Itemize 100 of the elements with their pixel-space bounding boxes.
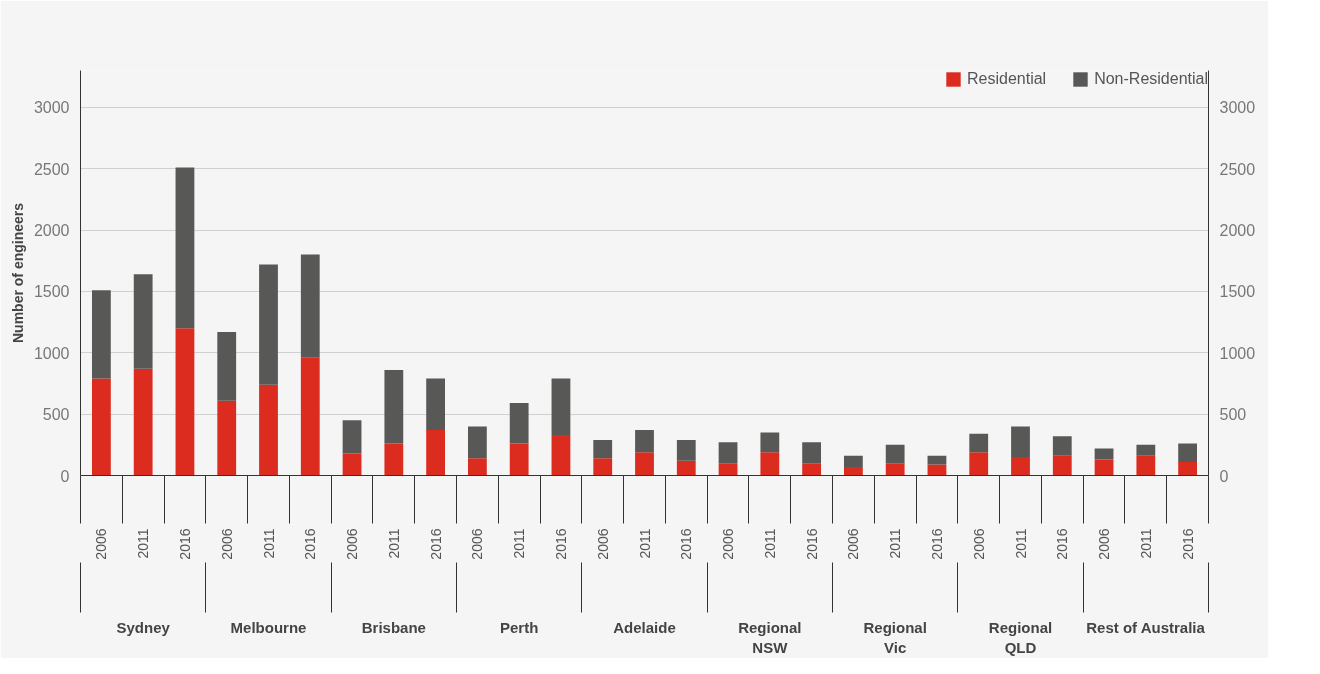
bar xyxy=(217,331,237,401)
y-tick-label: 3000 xyxy=(33,99,70,117)
bar xyxy=(91,378,111,476)
y2-tick-label: 1000 xyxy=(1219,344,1256,362)
bar xyxy=(133,274,153,369)
bar xyxy=(384,369,404,444)
bar xyxy=(1094,459,1114,476)
x-tick-label: 2006 xyxy=(594,528,611,560)
x-tick-label: 2016 xyxy=(552,528,569,560)
x-tick-label: 2011 xyxy=(260,528,277,559)
bar xyxy=(91,290,111,379)
bar xyxy=(342,420,362,454)
bar xyxy=(1094,448,1114,460)
bar xyxy=(635,452,654,476)
bar xyxy=(467,458,487,476)
x-tick-label: 2011 xyxy=(1137,528,1154,559)
y-tick-label: 1000 xyxy=(33,344,70,362)
x-tick-label: 2006 xyxy=(1096,528,1113,560)
bar xyxy=(802,463,822,476)
bar xyxy=(509,443,529,476)
bar xyxy=(593,439,613,459)
x-tick-label: 2011 xyxy=(511,528,528,559)
x-tick-label: 2006 xyxy=(720,528,737,560)
bar xyxy=(384,443,404,476)
bar xyxy=(969,452,989,476)
x-tick-label: 2006 xyxy=(218,528,235,560)
bar xyxy=(718,463,738,476)
bar xyxy=(509,403,529,444)
bar xyxy=(843,466,863,476)
bar xyxy=(467,426,487,459)
bar xyxy=(927,464,947,476)
bar xyxy=(300,254,320,358)
y-axis-title: Number of engineers xyxy=(9,202,26,344)
y2-tick-label: 0 xyxy=(1219,467,1229,485)
y-tick-label: 1500 xyxy=(33,283,70,301)
y2-tick-label: 1500 xyxy=(1219,283,1256,301)
bar xyxy=(885,463,905,476)
bar xyxy=(1011,457,1030,476)
bar xyxy=(885,444,905,464)
y-tick-label: 2000 xyxy=(33,222,70,240)
bar xyxy=(718,442,738,464)
bar xyxy=(676,460,696,476)
bar xyxy=(1052,436,1072,456)
x-tick-label: 2011 xyxy=(636,528,653,559)
text: Regional QLD xyxy=(988,618,1053,656)
y-tick-label: 500 xyxy=(42,406,70,424)
text: Regional NSW xyxy=(738,618,802,656)
text: Sydney xyxy=(116,618,171,636)
bar xyxy=(1136,455,1156,476)
text: Rest of Australia xyxy=(1086,618,1206,636)
bar xyxy=(969,433,989,453)
bar xyxy=(551,435,571,476)
x-tick-label: 2011 xyxy=(385,528,402,559)
x-tick-label: 2016 xyxy=(302,528,319,560)
x-tick-label: 2016 xyxy=(678,528,695,560)
text: Perth xyxy=(500,618,539,636)
y2-tick-label: 2500 xyxy=(1219,160,1256,178)
bar xyxy=(259,384,278,476)
bar xyxy=(760,432,780,453)
bar xyxy=(1052,455,1072,476)
x-tick-label: 2011 xyxy=(761,528,778,559)
bar xyxy=(259,264,278,385)
bar xyxy=(1178,462,1198,476)
bar xyxy=(1011,426,1030,458)
text: Regional Vic xyxy=(863,618,927,656)
bar xyxy=(593,458,613,476)
bar xyxy=(635,430,654,453)
bar xyxy=(133,368,153,476)
bar xyxy=(843,455,863,467)
text: Brisbane xyxy=(361,618,426,636)
x-tick-label: 2006 xyxy=(845,528,862,560)
bar xyxy=(426,378,446,431)
x-tick-label: 2016 xyxy=(803,528,820,560)
bar xyxy=(300,357,320,476)
bar xyxy=(1136,444,1156,456)
x-tick-label: 2016 xyxy=(1054,528,1071,560)
y2-tick-label: 500 xyxy=(1219,406,1247,424)
bar xyxy=(175,167,195,329)
legend-label: Non-Residential xyxy=(1094,70,1208,88)
x-tick-label: 2016 xyxy=(176,528,193,560)
x-tick-label: 2016 xyxy=(427,528,444,560)
y2-tick-label: 3000 xyxy=(1219,99,1256,117)
bar xyxy=(760,452,780,476)
x-tick-label: 2006 xyxy=(344,528,361,560)
bar xyxy=(802,442,822,464)
bar xyxy=(217,400,237,476)
legend-label: Residential xyxy=(967,70,1047,88)
x-tick-label: 2006 xyxy=(469,528,486,560)
y-tick-label: 2500 xyxy=(33,160,70,178)
text: Adelaide xyxy=(613,618,676,636)
bar xyxy=(551,378,571,435)
bar xyxy=(175,328,195,476)
x-tick-label: 2016 xyxy=(1179,528,1196,560)
bar xyxy=(676,439,696,461)
x-tick-label: 2011 xyxy=(135,528,152,559)
x-tick-label: 2016 xyxy=(928,528,945,560)
y2-tick-label: 2000 xyxy=(1219,222,1256,240)
y-tick-label: 0 xyxy=(60,467,70,485)
bar xyxy=(1178,443,1198,462)
x-tick-label: 2006 xyxy=(93,528,110,560)
